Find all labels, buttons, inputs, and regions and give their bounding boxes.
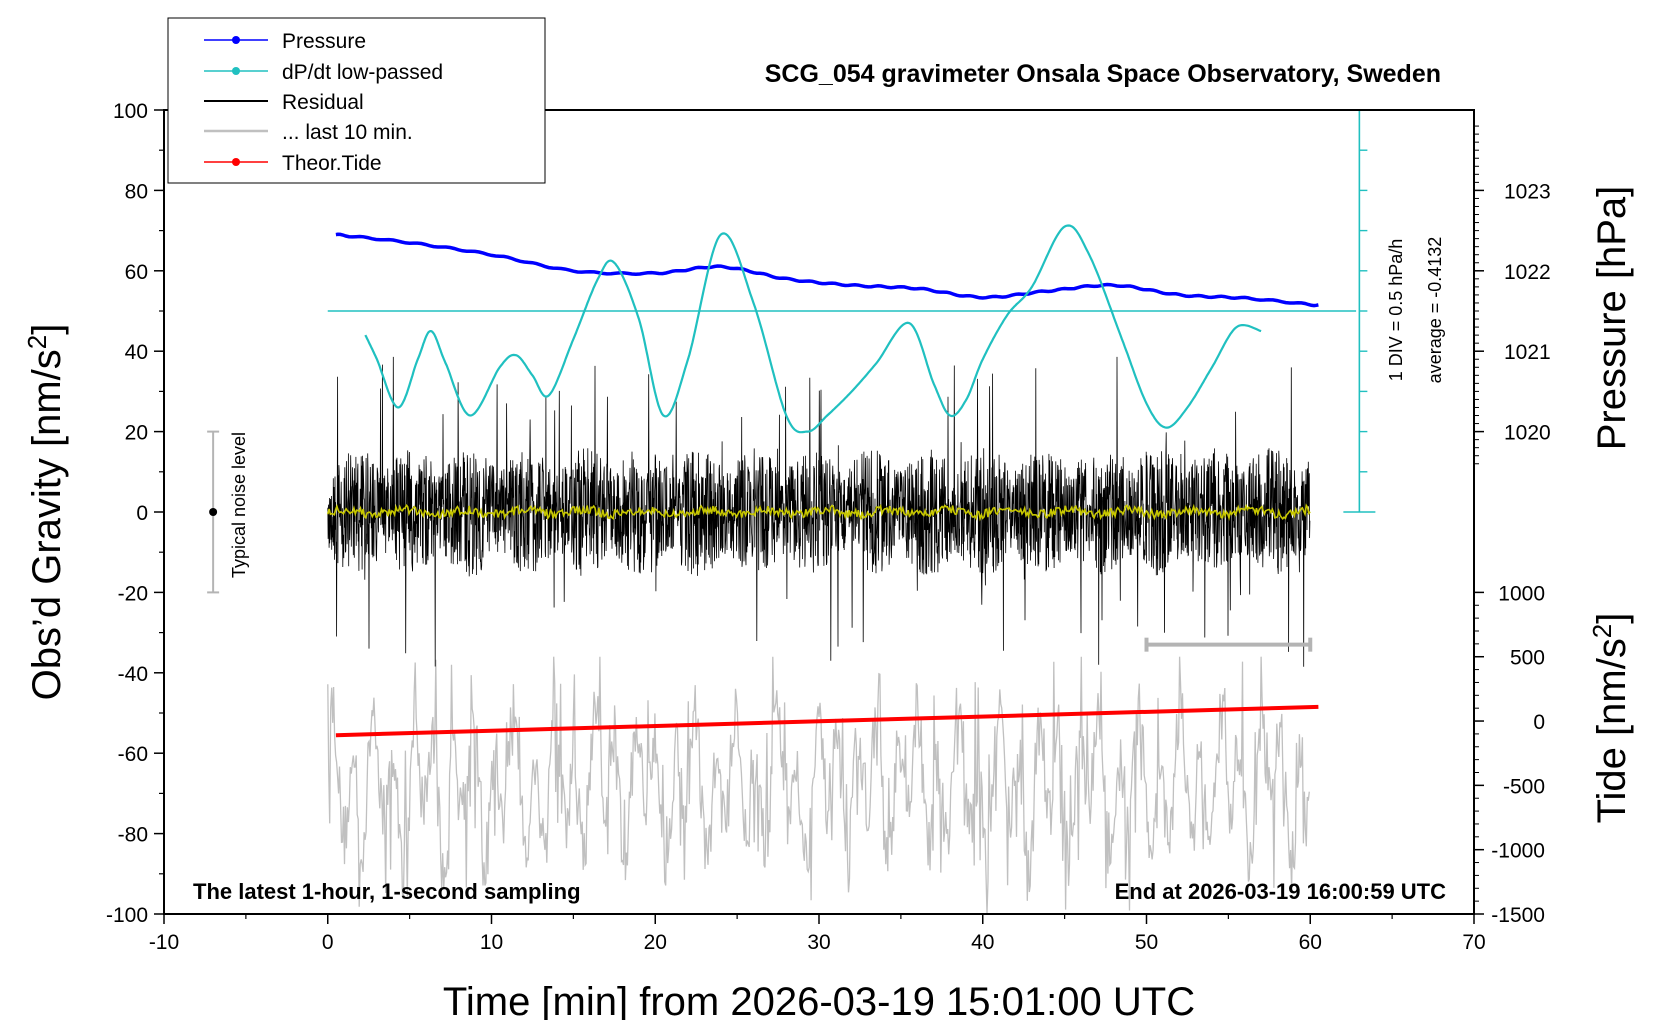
pressure-tick-label: 1022 bbox=[1504, 261, 1551, 284]
end-time-note: End at 2026-03-19 16:00:59 UTC bbox=[1115, 879, 1446, 904]
y-tick-label: -40 bbox=[118, 663, 148, 686]
chart-title: SCG_054 gravimeter Onsala Space Observat… bbox=[765, 60, 1441, 88]
series-layer bbox=[207, 109, 1376, 915]
sampling-note: The latest 1-hour, 1-second sampling bbox=[193, 879, 581, 904]
x-tick-label: 10 bbox=[480, 931, 503, 954]
legend-label-tide: Theor.Tide bbox=[282, 152, 382, 175]
legend-label-last10: ... last 10 min. bbox=[282, 121, 413, 144]
axes-layer: -10 0 10 20 30 40 50 60 70100806040200-20-40-60-… bbox=[106, 100, 1551, 954]
legend-marker-pressure bbox=[232, 36, 240, 44]
legend: Pressure dP/dt low-passed Residual ... l… bbox=[167, 17, 546, 184]
residual-trace bbox=[327, 356, 1311, 667]
y-tick-label: -20 bbox=[118, 582, 148, 605]
pressure-tick-label: 1021 bbox=[1504, 341, 1551, 364]
x-tick-label: 70 bbox=[1462, 931, 1485, 954]
last-10-min-trace bbox=[327, 656, 1310, 915]
tide-axis-title-sup: 2 bbox=[1587, 624, 1617, 638]
noise-bar-center bbox=[209, 508, 218, 516]
x-tick-label: 30 bbox=[807, 931, 830, 954]
y-tick-label: 40 bbox=[125, 341, 148, 364]
legend-marker-tide bbox=[232, 158, 240, 166]
tide-tick-label: -1500 bbox=[1491, 904, 1545, 927]
scale-average-label: average = -0.4132 bbox=[1425, 237, 1445, 384]
y-tick-label: 60 bbox=[125, 261, 148, 284]
pressure-axis-title: Pressure [hPa] bbox=[1590, 186, 1634, 451]
dpdt-line bbox=[364, 224, 1262, 434]
legend-label-pressure: Pressure bbox=[282, 30, 366, 53]
y-tick-label: -80 bbox=[118, 824, 148, 847]
x-tick-label: -10 bbox=[149, 931, 179, 954]
tide-tick-label: 1000 bbox=[1498, 582, 1545, 605]
tide-line bbox=[335, 704, 1319, 738]
left-axis-title-sup: 2 bbox=[22, 335, 52, 349]
y-tick-label: 100 bbox=[113, 100, 148, 123]
pressure-tick-label: 1023 bbox=[1504, 180, 1551, 203]
pressure-line bbox=[335, 232, 1319, 308]
x-tick-label: 50 bbox=[1135, 931, 1158, 954]
tide-axis-title-main: Tide [nm/s bbox=[1590, 638, 1634, 823]
y-tick-label: -60 bbox=[118, 743, 148, 766]
y-tick-label: 0 bbox=[136, 502, 148, 525]
noise-level-label: Typical noise level bbox=[229, 432, 249, 578]
tide-axis-title: Tide [nm/s2] bbox=[1587, 613, 1634, 824]
x-tick-label: 60 bbox=[1299, 931, 1322, 954]
pressure-tick-label: 1020 bbox=[1504, 422, 1551, 445]
legend-label-dpdt: dP/dt low-passed bbox=[282, 61, 443, 84]
x-axis-title: Time [min] from 2026-03-19 15:01:00 UTC bbox=[443, 980, 1195, 1020]
tide-axis-title-end: ] bbox=[1590, 613, 1634, 624]
x-tick-label: 40 bbox=[971, 931, 994, 954]
x-tick-label: 20 bbox=[644, 931, 667, 954]
left-axis-title-end: ] bbox=[25, 324, 69, 335]
left-axis-title-main: Obs’d Gravity [nm/s bbox=[25, 349, 69, 700]
scale-div-label: 1 DIV = 0.5 hPa/h bbox=[1386, 239, 1406, 382]
residual-lowpass-trace bbox=[327, 503, 1311, 522]
y-tick-label: 20 bbox=[125, 422, 148, 445]
x-tick-label: 0 bbox=[322, 931, 334, 954]
tide-tick-label: 500 bbox=[1510, 647, 1545, 670]
y-tick-label: 80 bbox=[125, 180, 148, 203]
legend-marker-dpdt bbox=[232, 67, 240, 75]
left-axis-title: Obs’d Gravity [nm/s2] bbox=[22, 324, 69, 701]
tide-tick-label: 0 bbox=[1533, 711, 1545, 734]
tide-tick-label: -1000 bbox=[1491, 840, 1545, 863]
y-tick-label: -100 bbox=[106, 904, 148, 927]
legend-label-residual: Residual bbox=[282, 91, 364, 114]
tide-tick-label: -500 bbox=[1503, 775, 1545, 798]
